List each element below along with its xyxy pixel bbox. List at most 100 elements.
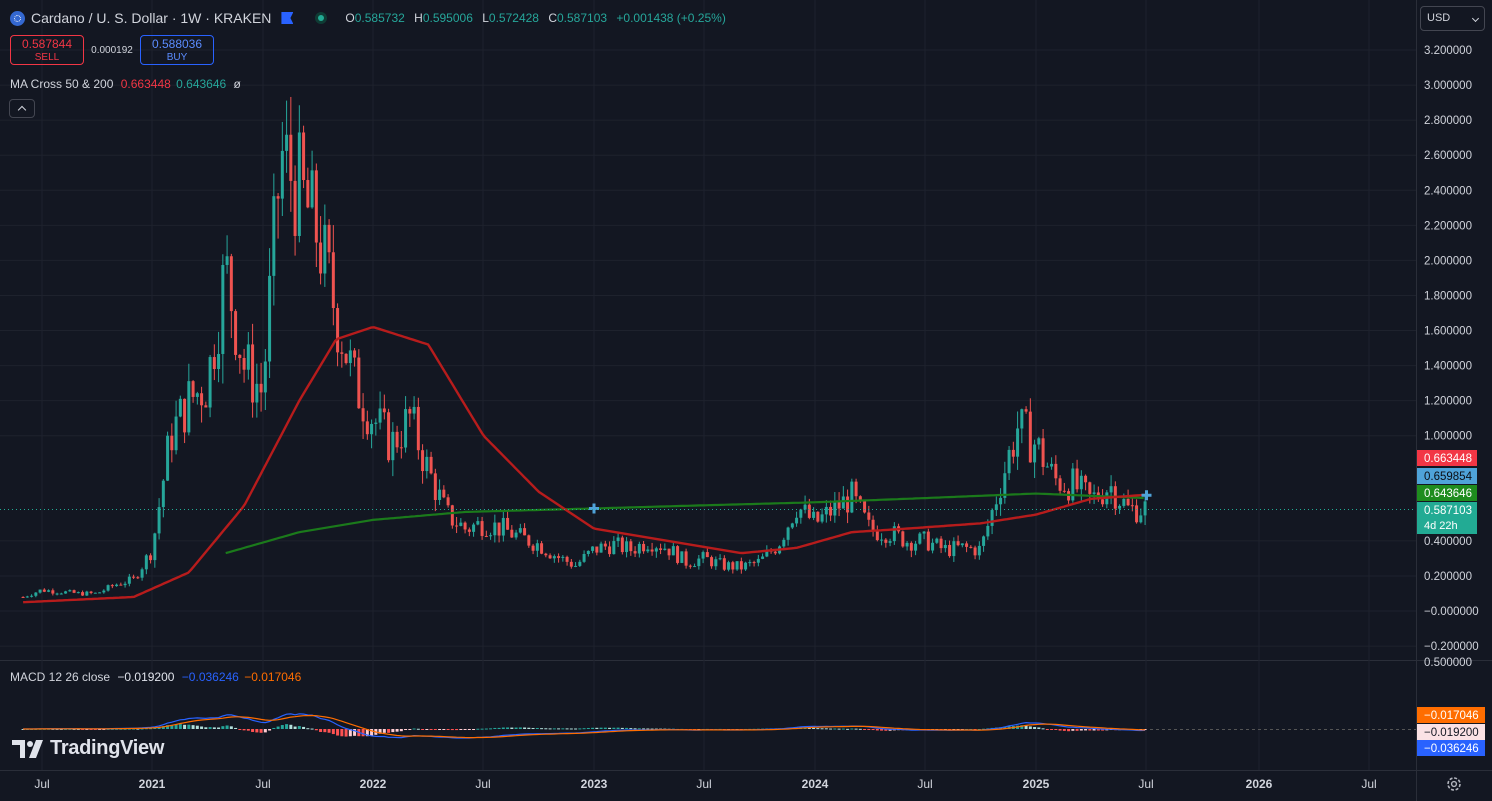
collapse-legend-button[interactable] <box>9 99 35 118</box>
macd-bar <box>361 729 365 737</box>
candle-body <box>174 416 178 451</box>
macd-bar <box>306 728 310 730</box>
candle-body <box>25 596 29 598</box>
macd-bar <box>425 729 429 730</box>
candle-body <box>867 512 871 520</box>
tradingview-logo[interactable]: TradingView <box>12 737 164 760</box>
macd-bar <box>574 728 578 730</box>
macd-bar <box>183 724 187 729</box>
candle-body <box>1075 468 1079 490</box>
macd-bar <box>833 728 837 730</box>
price-tags: 0.663448 0.659854 0.643646 0.587103 4d 22h <box>1417 450 1477 534</box>
settings-gear-icon[interactable] <box>1445 775 1463 793</box>
symbol-header[interactable]: Cardano / U. S. Dollar · 1W · KRAKEN O0.… <box>10 8 732 28</box>
candle-body <box>136 577 140 579</box>
candle-body <box>263 361 267 393</box>
price-tag-bg <box>1417 450 1477 466</box>
macd-bar <box>816 728 820 730</box>
candle-body <box>1062 490 1066 492</box>
candle-body <box>531 545 535 551</box>
macd-bar <box>501 727 505 729</box>
ohlc-close: 0.587103 <box>557 11 608 25</box>
candle-body <box>523 528 527 536</box>
candle-body <box>739 561 743 570</box>
candle-body <box>1041 438 1045 467</box>
candle-body <box>552 556 556 559</box>
flag-icon[interactable] <box>281 12 294 24</box>
macd-bar <box>535 727 539 729</box>
macd-bar <box>302 726 306 729</box>
ma-extra: ø <box>233 77 241 91</box>
macd-bar <box>1024 725 1028 729</box>
macd-bar <box>620 727 624 729</box>
candle-body <box>969 546 973 548</box>
ma200-line <box>225 492 1144 555</box>
time-axis[interactable]: Jul 2021 Jul 2022 Jul 2023 Jul 2024 Jul 2025 Jul 20… <box>34 777 1376 791</box>
candle-body <box>557 556 561 558</box>
candle-body <box>391 431 395 461</box>
price-axis[interactable]: 3.200000 3.000000 2.800000 2.600000 2.400000… <box>1424 45 1479 653</box>
candle-body <box>616 537 620 542</box>
price-axis-label: −0.200000 <box>1424 641 1479 653</box>
macd-bar <box>421 729 425 730</box>
candle-body <box>1050 463 1054 467</box>
candle-body <box>132 576 136 578</box>
buy-button[interactable]: 0.588036 BUY <box>140 35 214 65</box>
macd-bar <box>238 729 242 730</box>
candle-body <box>722 558 726 570</box>
macd-bar <box>489 728 493 730</box>
macd-bar <box>1079 729 1083 731</box>
cardano-logo-icon <box>10 10 25 26</box>
macd-bar <box>548 728 552 730</box>
candle-body <box>382 408 386 413</box>
candle-body <box>276 196 280 199</box>
macd-bar <box>446 729 450 730</box>
market-status-icon[interactable] <box>315 12 328 24</box>
candle-body <box>922 531 926 534</box>
macd-bar <box>1067 729 1071 732</box>
sell-button[interactable]: 0.587844 SELL <box>10 35 84 65</box>
macd-bar <box>200 726 204 729</box>
macd-bar <box>599 727 603 729</box>
candle-body <box>871 519 875 532</box>
candle-body <box>302 132 306 181</box>
price-axis-label: −0.000000 <box>1424 606 1479 618</box>
ohlc-high: 0.595006 <box>422 11 473 25</box>
candle-body <box>433 473 437 500</box>
macd-bar <box>123 728 127 730</box>
ma-legend[interactable]: MA Cross 50 & 200 0.663448 0.643646 ø <box>10 77 241 91</box>
price-tag-text: 0.659854 <box>1424 471 1473 483</box>
candle-body <box>208 357 212 408</box>
candle-body <box>106 585 110 591</box>
price-axis-label: 2.600000 <box>1424 150 1472 162</box>
candle-body <box>637 543 641 554</box>
candle-body <box>693 566 697 568</box>
buy-price: 0.588036 <box>151 37 203 51</box>
macd-bar <box>807 727 811 729</box>
macd-bar <box>531 727 535 729</box>
macd-bar <box>591 727 595 729</box>
candle-body <box>761 556 765 559</box>
candle-body <box>467 529 471 532</box>
macd-axis[interactable]: 0.500000 <box>1424 657 1472 669</box>
candle-body <box>654 548 658 552</box>
macd-bar <box>646 728 650 730</box>
candle-body <box>952 541 956 557</box>
macd-bar <box>1050 729 1054 730</box>
macd-legend[interactable]: MACD 12 26 close −0.019200 −0.036246 −0.… <box>10 670 301 684</box>
ma200-value: 0.643646 <box>176 77 227 91</box>
price-axis-label: 2.400000 <box>1424 185 1472 197</box>
currency-select[interactable]: USD <box>1420 6 1485 31</box>
candle-body <box>569 561 573 567</box>
candle-body <box>973 547 977 556</box>
candle-body <box>718 558 722 560</box>
symbol-title[interactable]: Cardano / U. S. Dollar · 1W · KRAKEN <box>31 10 272 26</box>
candle-body <box>157 507 161 534</box>
candle-body <box>1003 473 1007 498</box>
macd-bar <box>1037 727 1041 729</box>
macd-bar <box>518 727 522 729</box>
macd-value: −0.036246 <box>181 670 239 684</box>
macd-bar <box>582 728 586 730</box>
macd-bar <box>331 729 335 735</box>
